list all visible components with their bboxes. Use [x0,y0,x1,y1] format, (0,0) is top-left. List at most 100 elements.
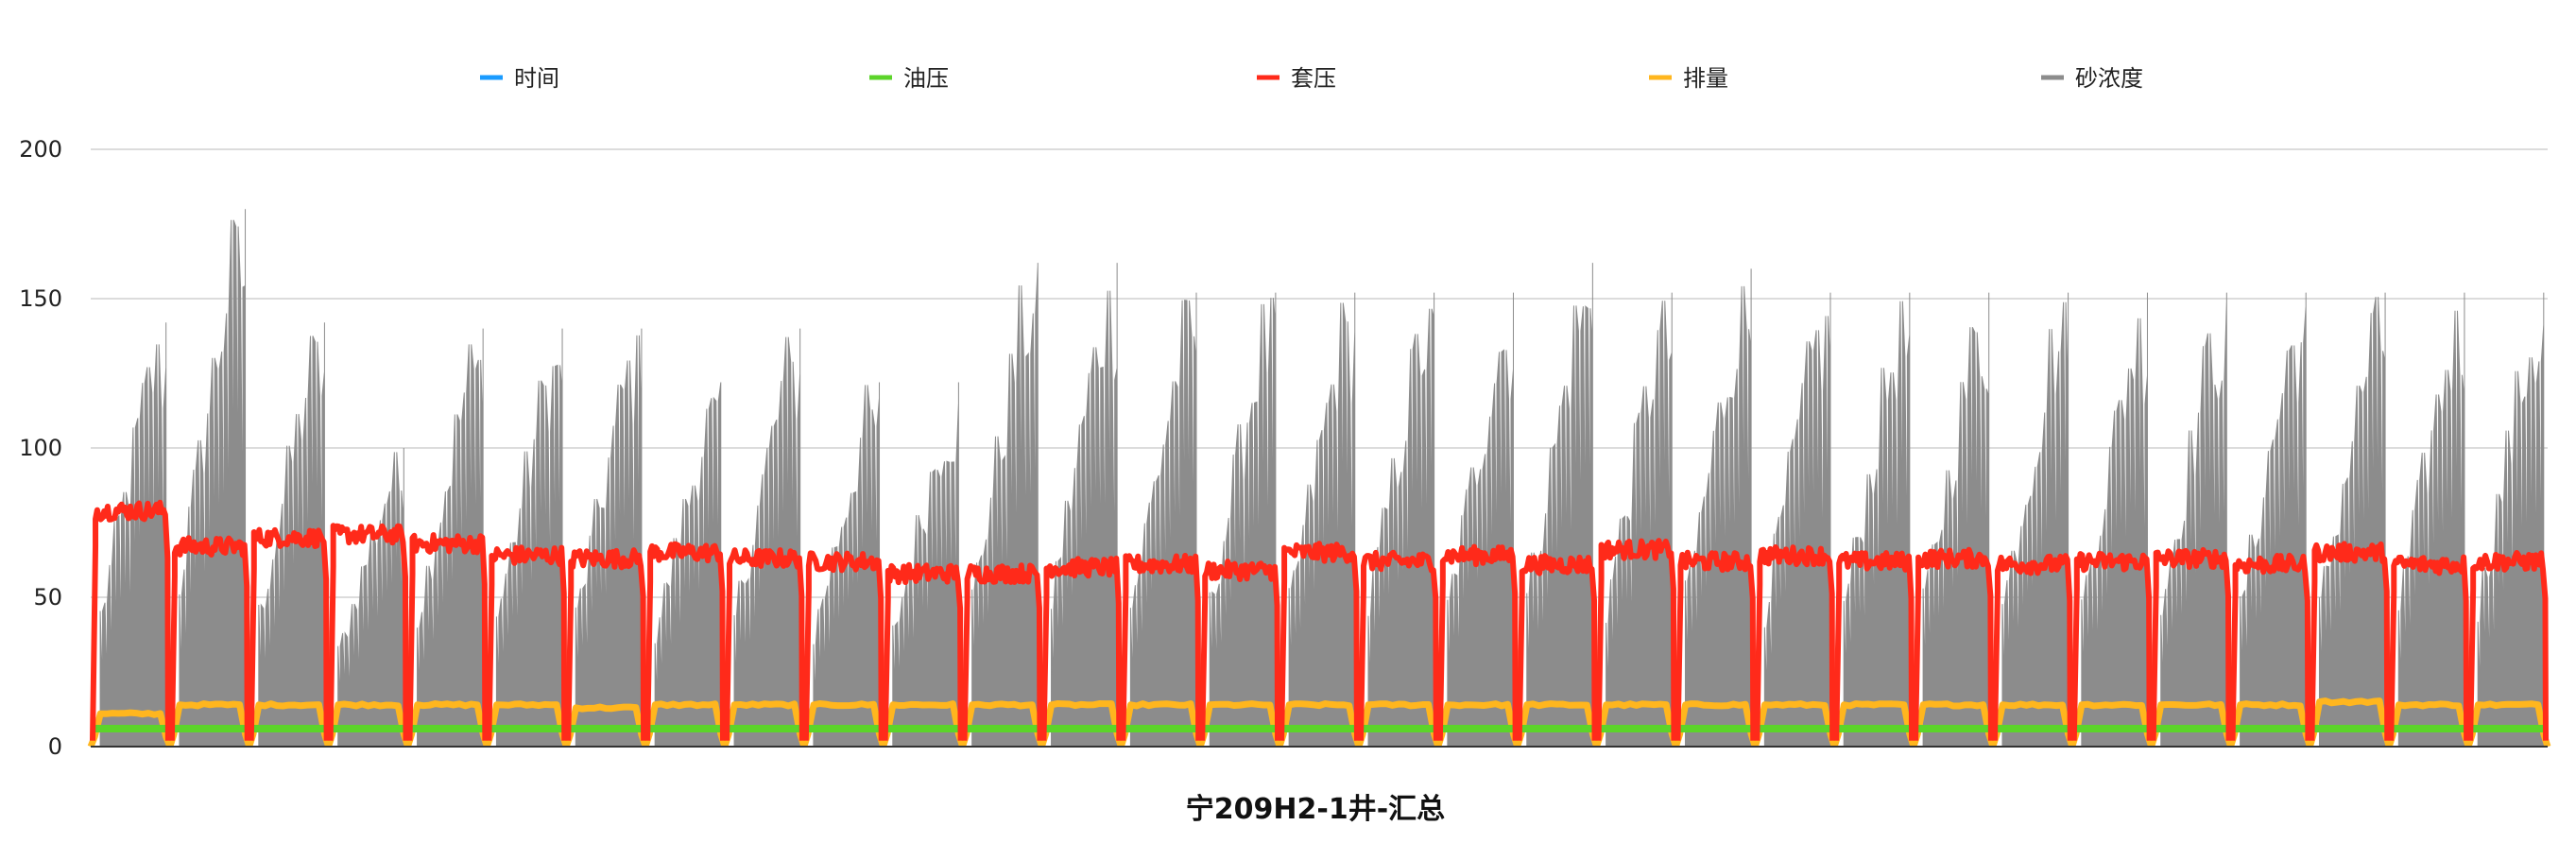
casing-stage-1 [90,499,171,741]
y-tick-label: 100 [19,435,62,461]
flow-stage-4 [325,700,411,748]
flow-stage-28 [2227,700,2313,748]
casing-stage-10 [802,550,884,741]
flow-stage-26 [2069,700,2155,748]
casing-stage-8 [644,541,726,741]
casing-stage-30 [2388,554,2470,741]
casing-stage-14 [1120,552,1202,741]
sand-stage-5 [417,328,484,748]
flow-stage-14 [1117,700,1204,748]
sand-stage-7 [575,328,643,748]
legend-label: 排量 [1683,65,1728,92]
flow-stage-22 [1751,700,1838,748]
casing-stage-21 [1674,549,1757,741]
casing-stage-2 [168,535,250,741]
flow-stage-7 [562,703,649,748]
flow-stage-24 [1910,700,1997,748]
legend-label: 砂浓度 [2075,65,2143,92]
casing-stage-29 [2309,541,2391,741]
casing-stage-3 [248,526,330,741]
flow-stage-6 [484,700,570,748]
flow-stage-16 [1276,700,1363,748]
flow-stage-19 [1514,700,1600,748]
casing-stage-20 [1595,538,1677,741]
casing-stage-11 [882,561,964,741]
sand-stage-26 [2081,292,2148,748]
sand-stage-30 [2397,292,2465,748]
y-tick-label: 200 [19,136,62,163]
flow-stage-13 [1039,700,1125,748]
sand-stage-27 [2160,292,2227,748]
flow-stage-27 [2148,700,2234,748]
legend-label: 套压 [1291,65,1336,92]
casing-pressure-series [90,499,2549,741]
casing-stage-22 [1754,543,1836,741]
casing-stage-18 [1436,543,1519,741]
flow-stage-1 [87,709,174,748]
flow-stage-11 [880,700,966,748]
flow-stage-21 [1673,700,1759,748]
flow-stage-3 [246,700,332,748]
sand-stage-23 [1843,292,1911,748]
sand-stage-14 [1129,292,1197,748]
legend-label: 时间 [514,65,559,92]
casing-stage-13 [1040,556,1123,741]
casing-stage-17 [1357,549,1439,741]
y-tick-label: 50 [33,584,62,611]
flow-stage-18 [1434,700,1521,748]
casing-stage-6 [486,544,568,741]
casing-stage-31 [2467,549,2549,741]
sand-stage-18 [1447,292,1514,748]
sand-stage-1 [99,322,167,748]
casing-stage-19 [1516,553,1598,741]
flow-stage-2 [166,700,253,748]
flow-rate-series [87,697,2551,748]
sand-stage-8 [654,382,722,748]
flow-stage-17 [1355,700,1442,748]
casing-stage-24 [1913,546,1994,741]
sand-stage-6 [495,328,563,748]
flow-stage-30 [2385,700,2472,748]
chart-title: 宁209H2-1井-汇总 [1186,793,1445,826]
casing-stage-23 [1833,550,1915,741]
casing-stage-15 [1199,559,1281,741]
casing-stage-5 [406,532,489,741]
y-tick-label: 0 [48,733,62,760]
flow-stage-15 [1196,700,1283,748]
sand-stage-15 [1209,292,1277,748]
flow-stage-29 [2307,697,2393,748]
casing-stage-12 [961,562,1043,741]
sand-stage-29 [2318,292,2386,748]
sand-stage-17 [1367,292,1435,748]
flow-stage-5 [404,700,490,748]
flow-stage-10 [800,700,887,748]
sand-stage-13 [1051,263,1118,748]
sand-stage-21 [1684,268,1752,748]
casing-stage-4 [327,523,409,741]
sand-stage-28 [2240,292,2307,748]
sand-stage-20 [1606,292,1673,748]
flow-stage-8 [642,700,729,748]
sand-concentration-series [99,209,2545,748]
sand-stage-31 [2477,292,2545,748]
legend-label: 油压 [903,65,949,92]
casing-stage-27 [2150,546,2232,741]
flow-stage-9 [721,700,808,748]
casing-stage-7 [565,547,647,741]
flow-stage-25 [1989,700,2076,748]
sand-stage-22 [1763,292,1831,748]
sand-stage-16 [1288,292,1356,748]
sand-stage-25 [2001,292,2069,748]
flow-stage-12 [959,700,1045,748]
sand-stage-9 [733,328,801,748]
legend: 时间 油压 套压 排量 砂浓度 [480,65,2143,92]
flow-stage-31 [2464,700,2551,748]
sand-stage-12 [971,263,1039,748]
sand-stage-24 [1922,292,1990,748]
flow-stage-20 [1593,700,1679,748]
y-tick-label: 150 [19,285,62,312]
sand-stage-2 [179,209,247,748]
flow-stage-23 [1830,700,1917,748]
